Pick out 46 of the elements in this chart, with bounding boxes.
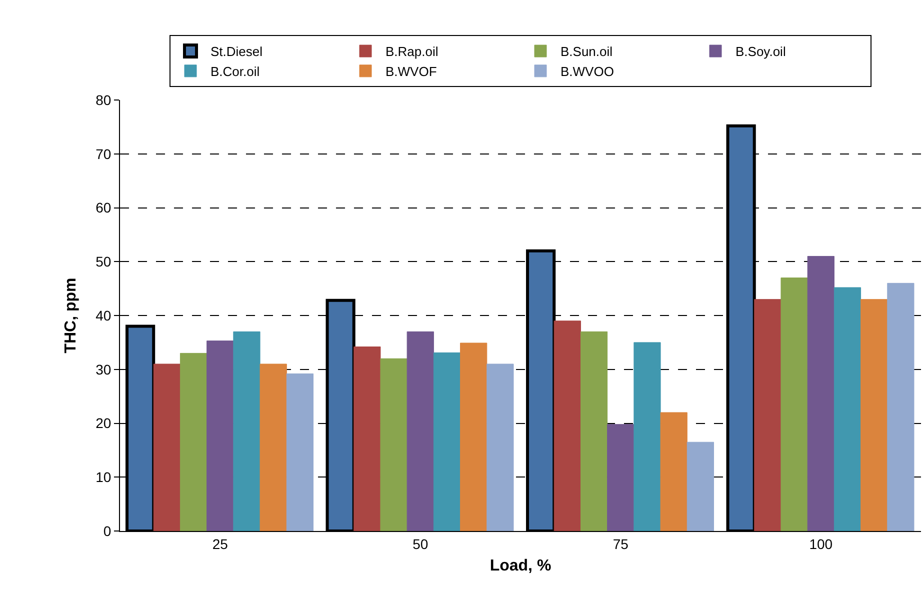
y-tick-label: 80 [96, 92, 112, 108]
bar [433, 352, 461, 531]
y-tick-label: 30 [96, 361, 112, 378]
legend-label: St.Diesel [210, 44, 263, 60]
x-tick-label: 50 [412, 536, 428, 552]
y-tick-label: 0 [103, 522, 112, 539]
bar [406, 331, 434, 531]
legend-label: B.WVOO [560, 64, 614, 79]
bar [153, 364, 180, 531]
bar [460, 342, 488, 531]
legend-label: B.Cor.oil [210, 64, 260, 79]
bar [807, 256, 834, 531]
bar [260, 364, 287, 531]
x-tick-label: 100 [809, 536, 833, 552]
bar [634, 342, 661, 531]
bar [860, 299, 888, 531]
x-tick-label: 75 [612, 536, 629, 552]
bar [286, 373, 314, 531]
y-tick-label: 50 [96, 254, 112, 270]
bar [486, 364, 514, 531]
bar [206, 340, 234, 531]
bar [754, 299, 782, 531]
legend-label: B.Soy.oil [736, 44, 786, 60]
y-tick-label: 20 [96, 415, 112, 432]
bar [834, 287, 862, 531]
bar [887, 282, 914, 531]
y-tick-label: 10 [96, 469, 112, 486]
y-tick-label: 40 [96, 307, 112, 324]
x-axis-title: Load, % [490, 558, 552, 574]
bar [686, 442, 714, 531]
bar [580, 331, 608, 531]
bar [180, 352, 208, 531]
y-tick-label: 70 [96, 146, 112, 162]
legend-label: B.WVOF [386, 64, 437, 79]
legend-label: B.Sun.oil [560, 44, 613, 60]
bar [354, 346, 381, 531]
bar [380, 358, 408, 531]
bar [660, 412, 688, 531]
bar [554, 320, 581, 531]
y-tick-label: 60 [96, 200, 112, 216]
x-tick-label: 25 [212, 536, 228, 552]
y-axis-title: THC, ppm [62, 278, 80, 354]
legend-label: B.Rap.oil [386, 44, 438, 60]
bar [233, 331, 260, 531]
bar [607, 424, 634, 531]
bar [780, 278, 808, 531]
